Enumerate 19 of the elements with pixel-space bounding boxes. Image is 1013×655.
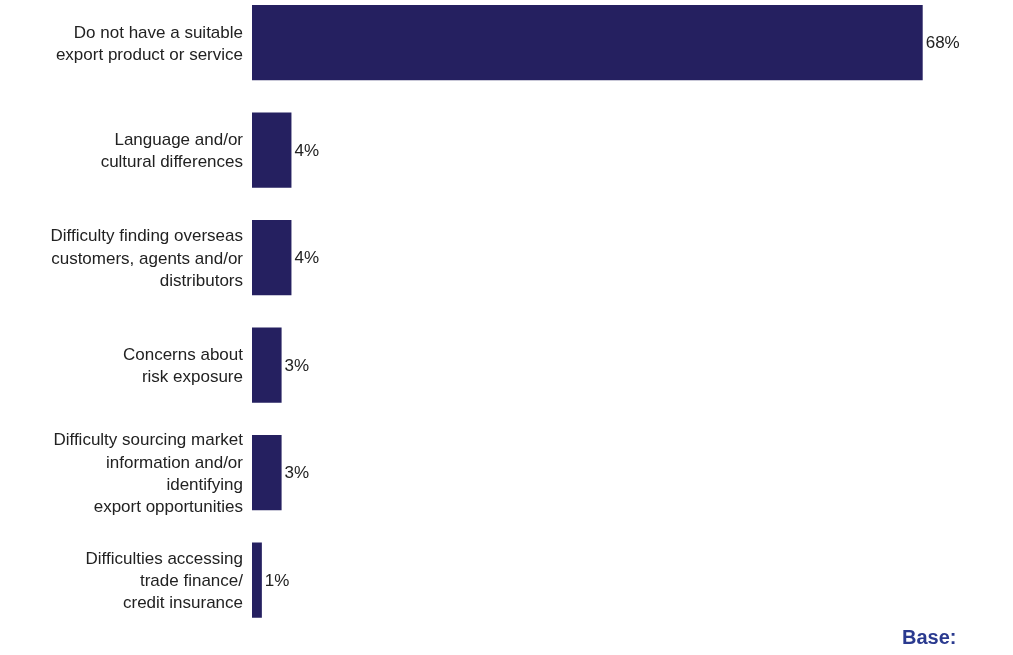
bar: [252, 5, 923, 81]
data-label: 3%: [284, 355, 310, 375]
bar: [252, 327, 282, 403]
data-label: 4%: [294, 248, 320, 268]
y-tick-label: Do not have a suitable export product or service: [55, 22, 243, 64]
bar: [252, 435, 282, 511]
y-tick-label: Difficulty sourcing market information and/or identifying export opportunities: [53, 430, 244, 516]
data-label: 3%: [284, 463, 310, 483]
y-tick-label: Concerns about risk exposure: [122, 345, 244, 387]
bar: [252, 542, 262, 618]
y-tick-label: Difficulties accessing trade finance/ credit insurance: [85, 548, 244, 613]
annotation: Base:: [902, 626, 957, 648]
data-label: 1%: [264, 570, 290, 590]
data-label: 68%: [925, 33, 960, 53]
y-tick-label: Difficulty finding overseas customers, agents and/or distributors: [50, 226, 244, 290]
bar: [252, 220, 292, 296]
bar: [252, 112, 292, 188]
data-label: 4%: [294, 140, 320, 160]
y-tick-label: Language and/or cultural differences: [100, 130, 244, 172]
